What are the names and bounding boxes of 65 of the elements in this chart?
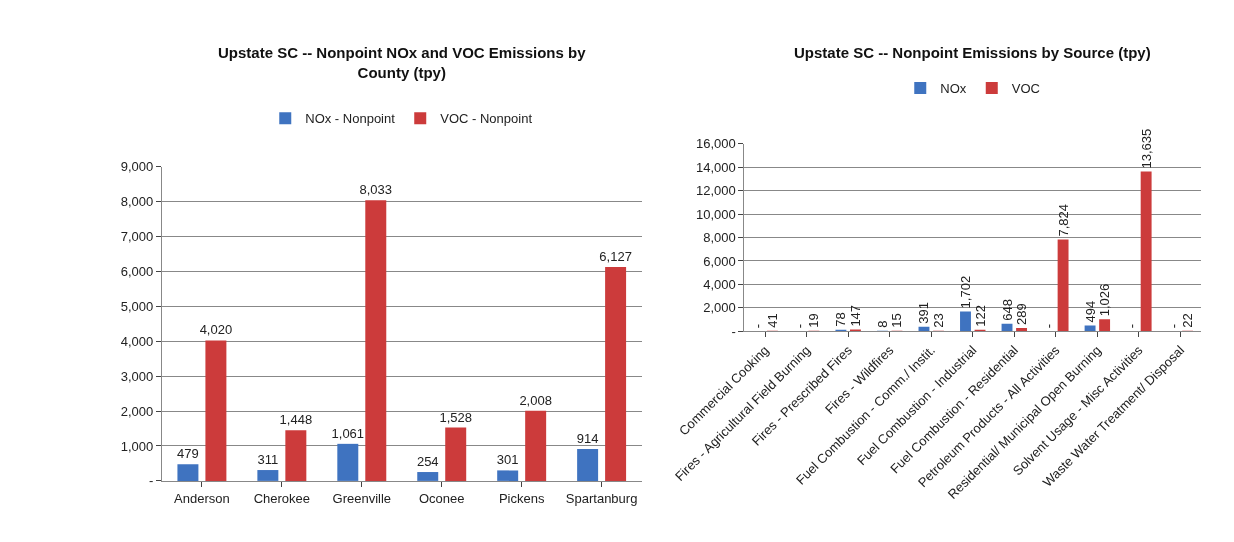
- y-tick-label: 9,000: [120, 159, 154, 175]
- data-label: 914: [576, 430, 599, 446]
- data-label: 78: [833, 312, 849, 327]
- data-label: -: [791, 324, 807, 329]
- y-tick-label: 1,000: [120, 438, 154, 454]
- y-tick-label: 16,000: [695, 136, 736, 152]
- legend-label: VOC: [1011, 81, 1040, 96]
- data-label: -: [1041, 324, 1057, 329]
- data-label: 19: [806, 313, 822, 328]
- y-tick-label: 12,000: [695, 183, 736, 199]
- data-label: 8: [874, 320, 890, 328]
- y-tick-label: 2,000: [120, 403, 154, 419]
- x-tick-label: Greenville: [332, 490, 392, 506]
- data-label: 23: [931, 313, 946, 328]
- data-label: 494: [1082, 300, 1098, 323]
- data-label: 1,528: [439, 409, 472, 425]
- legend-label: NOx - Nonpoint: [305, 111, 396, 127]
- y-tick-label: 6,000: [703, 253, 736, 269]
- data-label: 13,635: [1138, 128, 1154, 169]
- data-label: 648: [999, 299, 1015, 321]
- data-label: 7,824: [1055, 204, 1071, 237]
- data-label: -: [1165, 324, 1181, 329]
- data-label: 1,702: [957, 275, 973, 309]
- x-tick-label: Cherokee: [253, 490, 311, 506]
- data-label: 15: [889, 313, 905, 328]
- data-label: 2,008: [519, 392, 552, 408]
- data-label: 8,033: [359, 182, 393, 198]
- data-label: 311: [257, 452, 279, 468]
- y-tick-label: 6,000: [120, 263, 154, 279]
- y-tick-label: 4,000: [120, 333, 154, 349]
- data-label: 289: [1014, 303, 1030, 325]
- y-tick-label: 7,000: [120, 228, 154, 244]
- y-tick-label: 14,000: [695, 159, 736, 175]
- data-label: 479: [177, 446, 199, 462]
- y-tick-label: 2,000: [703, 300, 736, 316]
- x-tick-label: Pickens: [498, 490, 545, 506]
- chart-title: Upstate SC -- Nonpoint NOx and VOC Emissions by County (tpy): [218, 44, 587, 81]
- data-label: 1,061: [331, 425, 365, 441]
- x-tick-label: Oconee: [418, 490, 465, 506]
- data-label: -: [750, 324, 766, 329]
- data-label: 301: [496, 452, 519, 468]
- y-tick-label: 10,000: [695, 206, 736, 222]
- x-tick-label: Anderson: [174, 490, 230, 506]
- y-tick-label: 5,000: [120, 298, 154, 314]
- y-tick-label: 8,000: [703, 230, 736, 246]
- data-label: 41: [764, 313, 780, 328]
- y-tick-label: -: [149, 473, 154, 489]
- y-tick-label: 3,000: [120, 368, 154, 384]
- data-label: 254: [416, 454, 439, 470]
- x-tick-label: Spartanburg: [565, 490, 638, 506]
- data-label: 147: [847, 304, 863, 327]
- y-tick-label: 8,000: [120, 194, 154, 210]
- data-label: 4,020: [199, 322, 233, 338]
- y-tick-label: -: [731, 323, 736, 339]
- chart-title: Upstate SC -- Nonpoint Emissions by Source (tpy): [794, 44, 1151, 61]
- y-tick-label: 4,000: [703, 276, 736, 292]
- data-label: 22: [1180, 313, 1196, 328]
- data-label: 122: [972, 305, 988, 327]
- data-label: 1,448: [279, 412, 313, 428]
- data-label: -: [1124, 324, 1140, 329]
- data-label: 1,026: [1097, 283, 1113, 317]
- legend-label: NOx: [940, 81, 967, 96]
- data-label: 6,127: [599, 248, 632, 264]
- data-label: 391: [916, 302, 932, 324]
- legend-label: VOC - Nonpoint: [440, 111, 533, 127]
